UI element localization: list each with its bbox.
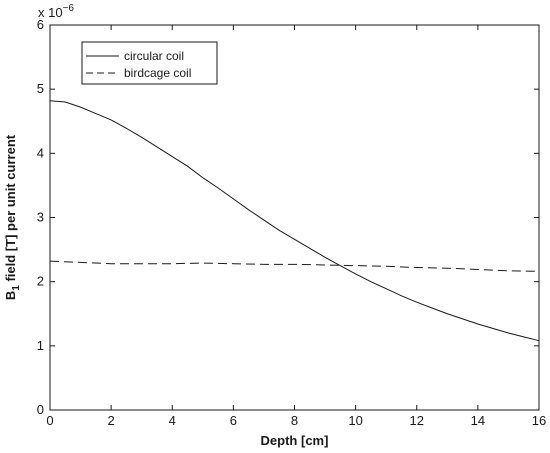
x-tick-label: 16 — [532, 413, 546, 428]
x-tick-label: 8 — [291, 413, 298, 428]
x-tick-label: 14 — [471, 413, 485, 428]
y-tick-label: 4 — [37, 145, 44, 160]
y-tick-label: 5 — [37, 81, 44, 96]
x-tick-label: 10 — [348, 413, 362, 428]
plot-area — [49, 24, 540, 411]
y-axis-label: B1 field [T] per unit current — [3, 134, 22, 300]
y-tick-label: 1 — [37, 338, 44, 353]
x-tick-label: 0 — [46, 413, 53, 428]
x-axis-label: Depth [cm] — [261, 433, 329, 448]
y-axis-multiplier: x 10−6 — [38, 3, 74, 20]
y-tick-label: 3 — [37, 210, 44, 225]
x-tick-label: 6 — [230, 413, 237, 428]
x-tick-label: 12 — [410, 413, 424, 428]
legend-box — [81, 41, 218, 85]
x-tick-label: 2 — [108, 413, 115, 428]
y-tick-label: 0 — [37, 402, 44, 417]
series-layer — [49, 100, 540, 342]
series-line-circular-coil — [49, 100, 540, 342]
legend: circular coil birdcage coil — [81, 41, 218, 85]
y-tick-label: 6 — [37, 17, 44, 32]
x-tick-label: 4 — [169, 413, 176, 428]
legend-label-circular-coil: circular coil — [124, 49, 184, 63]
series-line-birdcage-coil — [49, 260, 540, 272]
legend-label-birdcage-coil: birdcage coil — [124, 66, 191, 80]
y-tick-label: 2 — [37, 274, 44, 289]
